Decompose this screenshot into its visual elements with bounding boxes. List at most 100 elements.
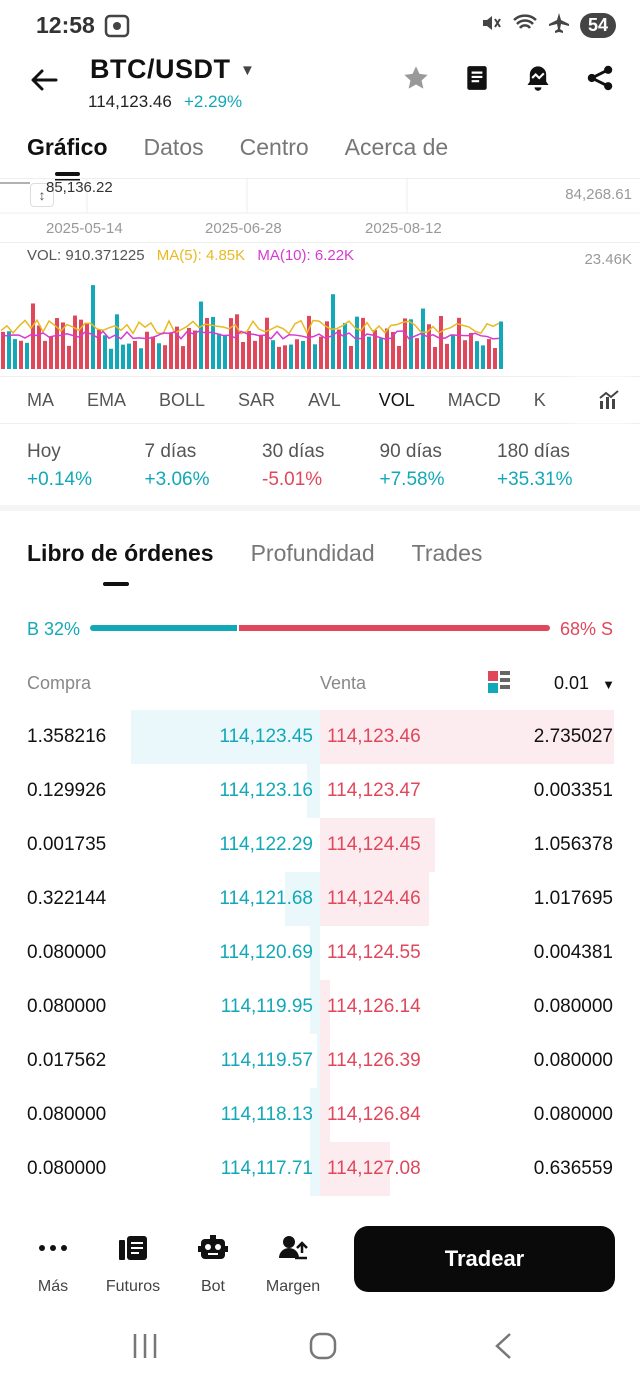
nav-margen[interactable]: Margen: [253, 1232, 333, 1296]
indicator-sar[interactable]: SAR: [238, 389, 276, 410]
volume-bar: [79, 319, 83, 369]
buy-depth-bar: [307, 764, 320, 818]
favorite-star-icon[interactable]: [402, 64, 430, 92]
nav-mas[interactable]: Más: [13, 1232, 93, 1296]
orderbook-row[interactable]: 1.358216 114,123.45 114,123.46 2.735027: [0, 710, 640, 764]
indicator-ma[interactable]: MA: [27, 389, 54, 410]
orderbook-row[interactable]: 0.080000 114,118.13 114,126.84 0.080000: [0, 1088, 640, 1142]
volume-bar: [199, 301, 203, 369]
tab-grafico[interactable]: Gráfico: [27, 134, 108, 160]
volume-bar: [187, 327, 191, 369]
price-alert-icon[interactable]: [524, 64, 552, 92]
orderbook-row[interactable]: 0.129926 114,123.16 114,123.47 0.003351: [0, 764, 640, 818]
volume-bar: [469, 332, 473, 369]
volume-bar: [133, 340, 137, 369]
volume-bar: [307, 315, 311, 369]
indicator-avl[interactable]: AVL: [308, 389, 341, 410]
tab-active-indicator: [55, 172, 80, 176]
buy-quantity: 0.080000: [27, 1158, 107, 1179]
tab-trades[interactable]: Trades: [411, 540, 483, 566]
volume-bar: [37, 325, 41, 369]
indicator-macd[interactable]: MACD: [447, 389, 501, 410]
mute-icon: [480, 12, 502, 39]
sell-price: 114,124.46: [327, 888, 421, 909]
volume-bar: [343, 322, 347, 369]
notes-icon[interactable]: [464, 64, 490, 92]
volume-bar: [319, 336, 323, 369]
period-label: 7 días: [144, 441, 197, 462]
orderbook-layout-icon[interactable]: [487, 670, 511, 699]
vol-legend: VOL: 910.371225 MA(5): 4.85K MA(10): 6.2…: [27, 247, 354, 264]
orderbook-row[interactable]: 0.322144 114,121.68 114,124.46 1.017695: [0, 872, 640, 926]
volume-bar: [463, 340, 467, 369]
futures-icon: [93, 1232, 173, 1264]
sell-quantity: 0.080000: [533, 996, 613, 1017]
volume-bar: [325, 321, 329, 369]
volume-bar: [31, 303, 35, 369]
indicator-vol[interactable]: VOL: [378, 389, 415, 410]
orderbook-row[interactable]: 0.001735 114,122.29 114,124.45 1.056378: [0, 818, 640, 872]
volume-bar: [487, 339, 491, 369]
volume-bar: [367, 336, 371, 369]
volume-bar: [19, 340, 23, 369]
volume-bar: [169, 333, 173, 369]
volume-bar: [247, 330, 251, 369]
volume-bar: [13, 339, 17, 369]
nav-bot[interactable]: Bot: [173, 1232, 253, 1296]
recent-apps-icon[interactable]: [131, 1332, 159, 1365]
share-icon[interactable]: [586, 64, 614, 92]
bottom-action-bar: Más Futuros Bot Margen Tradear: [0, 1222, 640, 1302]
indicator-boll[interactable]: BOLL: [159, 389, 206, 410]
chart-area[interactable]: ↕ 85,136.22 84,268.61 2025-05-14 2025-06…: [0, 178, 640, 374]
buy-depth-bar: [310, 980, 320, 1034]
precision-select[interactable]: 0.01 ▼: [554, 673, 615, 694]
buy-quantity: 0.322144: [27, 888, 107, 909]
trade-button[interactable]: Tradear: [354, 1226, 615, 1292]
volume-bar: [361, 317, 365, 369]
volume-bar: [289, 344, 293, 369]
tab-acerca-de[interactable]: Acerca de: [344, 134, 449, 160]
sell-depth-bar: [320, 1034, 330, 1088]
pair-title[interactable]: BTC/USDT: [90, 54, 231, 84]
back-icon[interactable]: [28, 64, 60, 96]
buy-price: 114,121.68: [219, 888, 313, 909]
indicator-k[interactable]: K: [533, 389, 546, 410]
orderbook-row[interactable]: 0.080000 114,119.95 114,126.14 0.080000: [0, 980, 640, 1034]
volume-bar: [55, 318, 59, 369]
sell-ratio-fill: [239, 625, 550, 631]
chart-resize-icon[interactable]: ↕: [30, 183, 54, 207]
period-180d: 180 días +35.31%: [497, 441, 615, 491]
orderbook-row[interactable]: 0.080000 114,117.71 114,127.08 0.636559: [0, 1142, 640, 1196]
buy-sell-ratio-bar: [90, 625, 550, 631]
volume-bar: [43, 340, 47, 369]
buy-quantity: 0.080000: [27, 1104, 107, 1125]
home-icon[interactable]: [308, 1331, 338, 1366]
tab-centro[interactable]: Centro: [239, 134, 309, 160]
vol-max-label: 23.46K: [584, 251, 632, 268]
buy-price: 114,118.13: [220, 1104, 313, 1125]
volume-bar: [175, 326, 179, 369]
orderbook-row[interactable]: 0.017562 114,119.57 114,126.39 0.080000: [0, 1034, 640, 1088]
period-label: 180 días: [497, 441, 570, 462]
period-value: +7.58%: [379, 469, 445, 490]
indicator-ema[interactable]: EMA: [87, 389, 127, 410]
nav-label: Bot: [200, 1278, 225, 1295]
nav-futuros[interactable]: Futuros: [93, 1232, 173, 1296]
volume-bar: [457, 317, 461, 369]
sell-quantity: 2.735027: [533, 726, 613, 747]
indicator-settings-icon[interactable]: [578, 377, 640, 423]
orderbook-rows: 1.358216 114,123.45 114,123.46 2.735027 0.12…: [0, 710, 640, 1196]
tab-libro-de-ordenes[interactable]: Libro de órdenes: [27, 540, 214, 566]
sell-quantity: 1.056378: [533, 834, 613, 855]
system-navigation-bar: [0, 1312, 640, 1382]
tab-datos[interactable]: Datos: [143, 134, 204, 160]
orderbook-row[interactable]: 0.080000 114,120.69 114,124.55 0.004381: [0, 926, 640, 980]
pair-dropdown-icon[interactable]: ▼: [240, 62, 255, 79]
tab-profundidad[interactable]: Profundidad: [250, 540, 375, 566]
chart-date-3: 2025-08-12: [365, 220, 442, 237]
back-nav-icon[interactable]: [490, 1332, 518, 1365]
section-divider: [0, 505, 640, 511]
volume-bar: [295, 339, 299, 369]
buy-depth-bar: [310, 926, 320, 980]
volume-bar: [337, 329, 341, 369]
